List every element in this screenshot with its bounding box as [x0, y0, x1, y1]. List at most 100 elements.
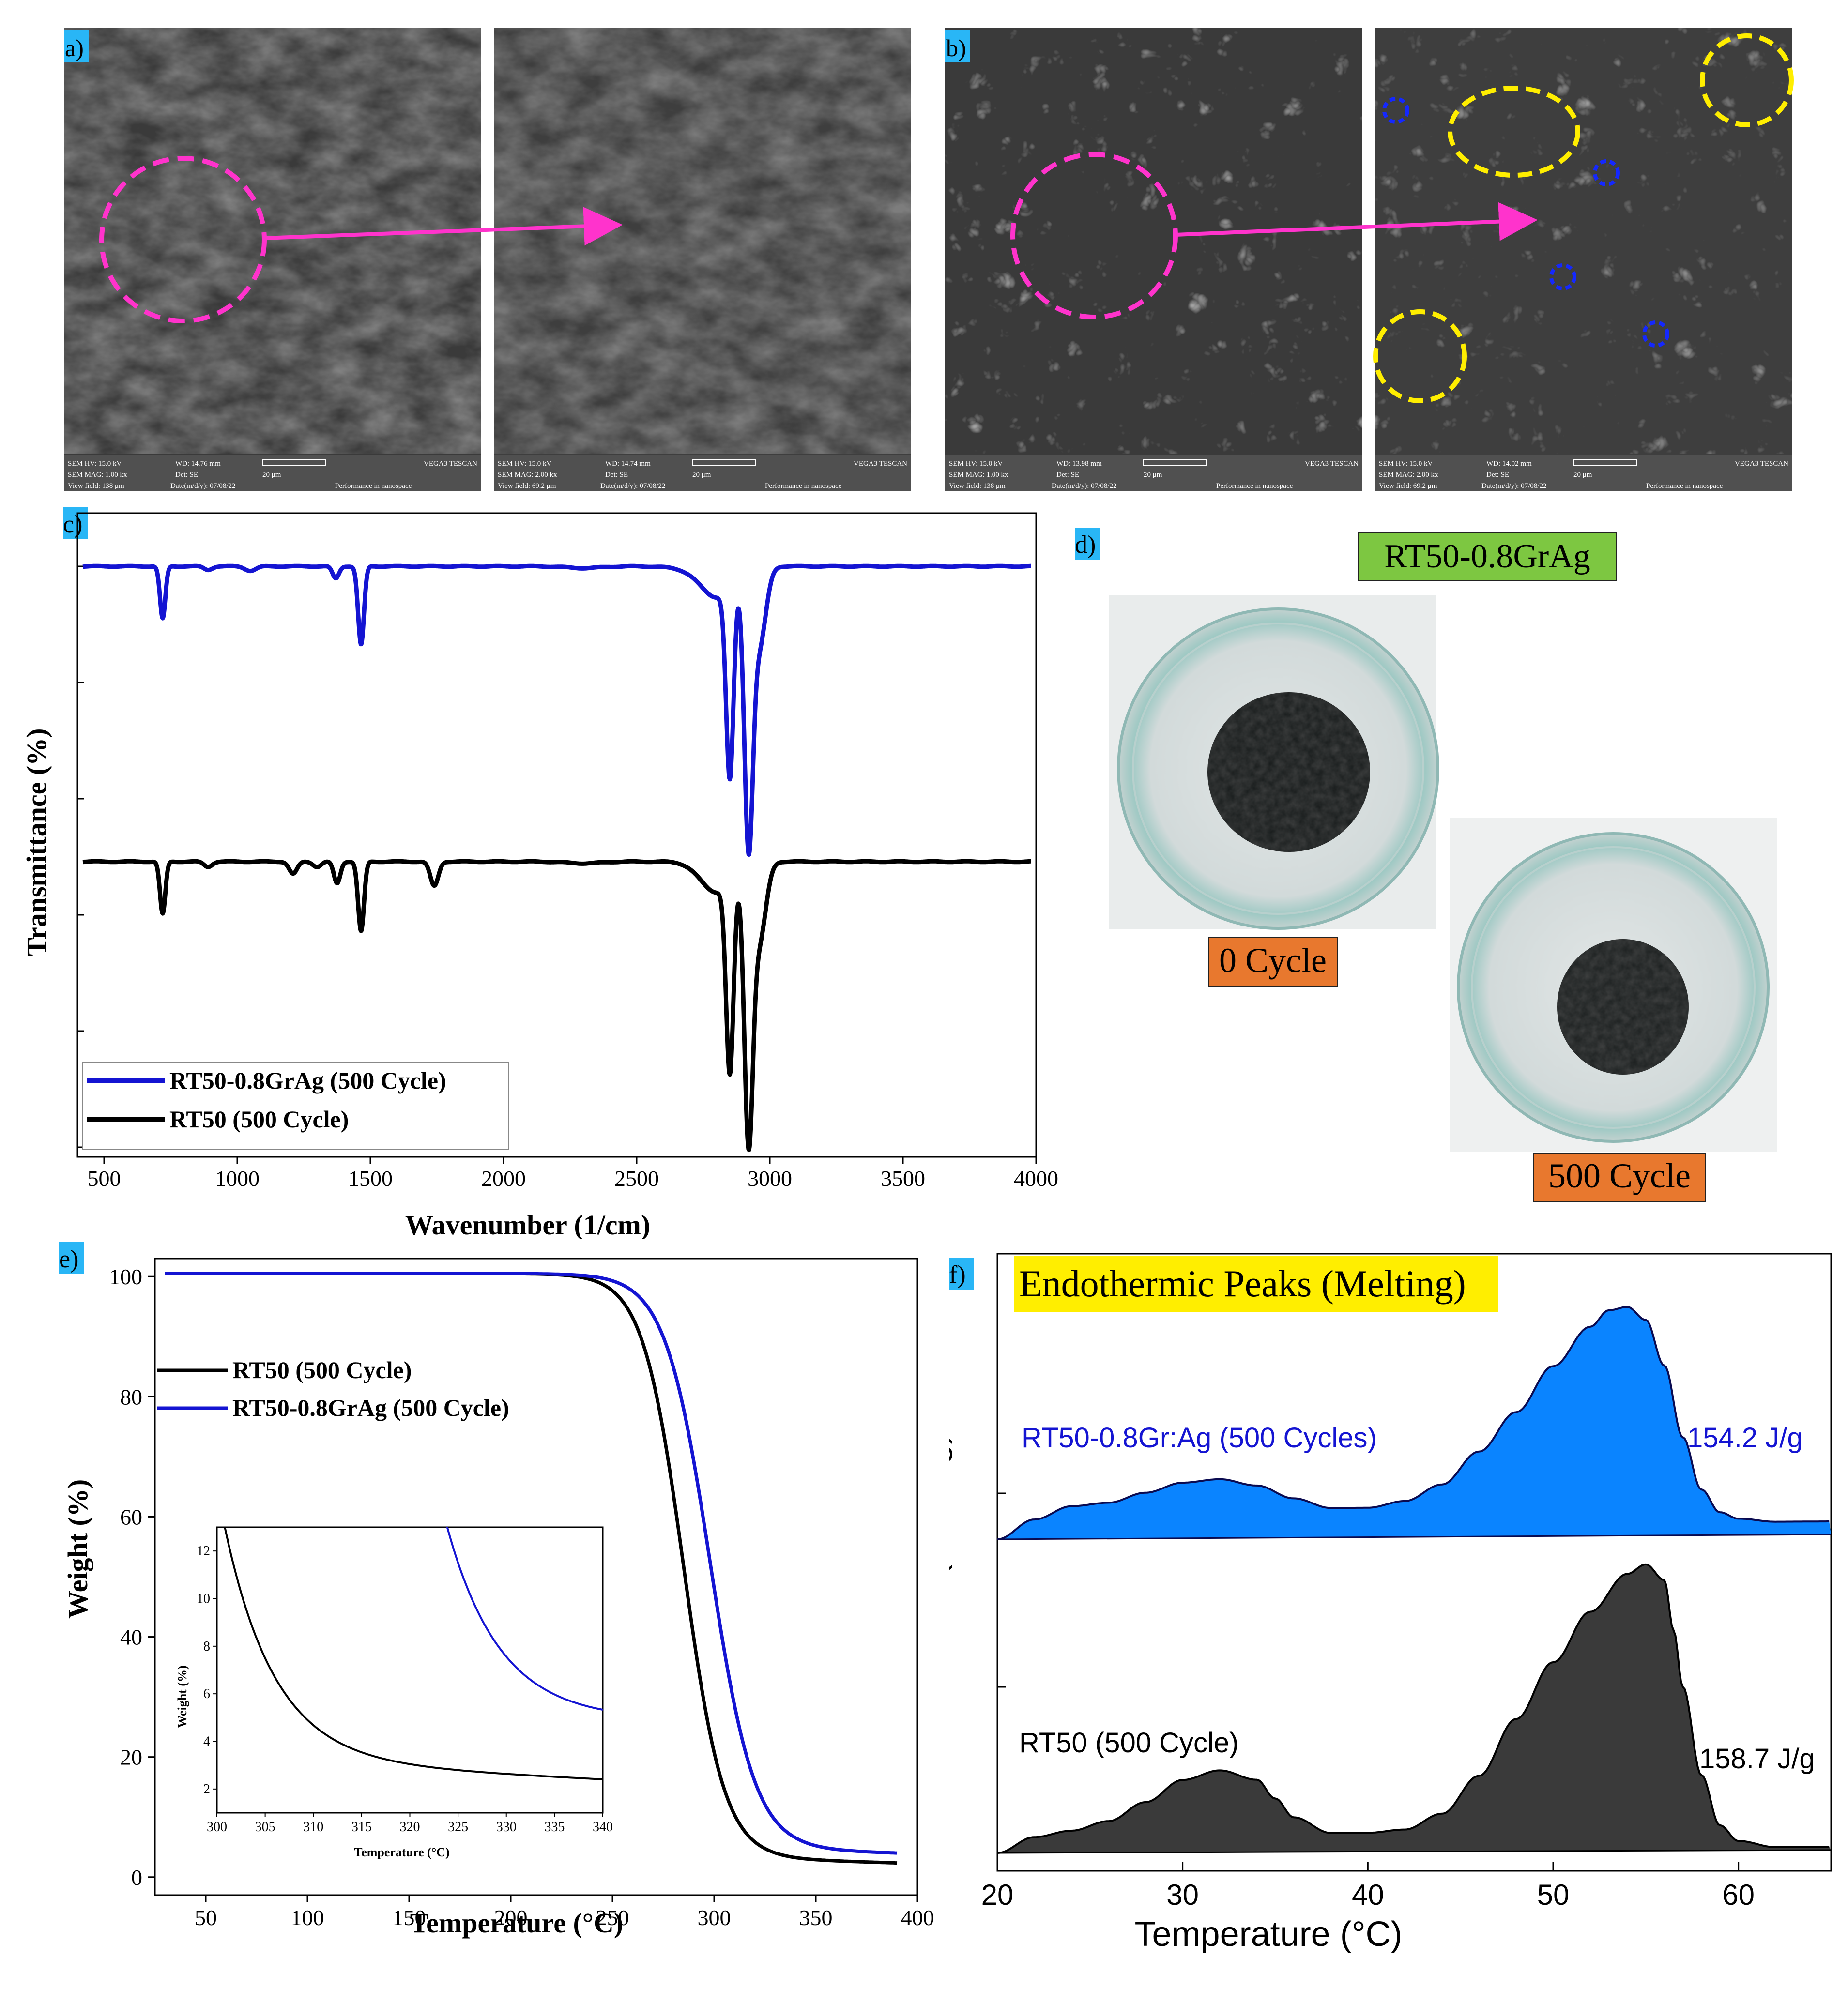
- sem-brand: VEGA3 TESCAN: [854, 460, 907, 468]
- tga-inset-ytick-label: 2: [203, 1782, 210, 1797]
- sem-motto: Performance in nanospace: [765, 482, 842, 490]
- sem-scale-bar: [262, 459, 326, 466]
- sem-det: Det: SE: [605, 471, 628, 479]
- sem-info-bar: [494, 455, 911, 491]
- sem-wd: WD: 14.76 mm: [175, 460, 221, 468]
- tga-inset-series-line: [224, 1527, 603, 1780]
- ftir-xtick-label: 1500: [348, 1166, 393, 1191]
- tga-inset-xtick-label: 310: [303, 1820, 323, 1835]
- panel-label-b: b): [946, 34, 966, 61]
- dsc-enthalpy-label: 154.2 J/g: [1687, 1422, 1803, 1454]
- dsc-series-label: RT50-0.8Gr:Ag (500 Cycles): [1022, 1422, 1377, 1454]
- ftir-xtick-label: 3000: [748, 1166, 792, 1191]
- sem-motto: Performance in nanospace: [335, 482, 412, 490]
- ftir-xtick-label: 4000: [1014, 1166, 1058, 1191]
- sem-det: Det: SE: [175, 471, 198, 479]
- sem-view: View field: 69.2 μm: [498, 482, 556, 490]
- cycle0-tag: [1208, 937, 1338, 987]
- tga-xtick-label: 250: [596, 1905, 629, 1930]
- tga-xtick-label: 300: [698, 1905, 731, 1930]
- sem-image-b-high-mag: [1373, 28, 1794, 491]
- tga-xtick-label: 350: [799, 1905, 833, 1930]
- dsc-xtick-label: 20: [981, 1879, 1014, 1911]
- tga-inset-xtick-label: 330: [496, 1820, 517, 1835]
- tga-inset-xtick-label: 340: [593, 1820, 613, 1835]
- ftir-series-line: [81, 859, 1033, 1153]
- sem-hv: SEM HV: 15.0 kV: [949, 460, 1003, 468]
- ftir-legend-label: RT50 (500 Cycle): [169, 1106, 349, 1133]
- tga-legend-label: RT50 (500 Cycle): [232, 1356, 412, 1383]
- tga-inset-ytick-label: 4: [203, 1734, 210, 1749]
- sem-date: Date(m/d/y): 07/08/22: [600, 482, 666, 490]
- tga-inset-xtick-label: 305: [255, 1820, 275, 1835]
- tga-legend-label: RT50-0.8GrAg (500 Cycle): [232, 1394, 509, 1421]
- cycle500-label: 500 Cycle: [1548, 1156, 1691, 1195]
- dsc-annotation-title: Endothermic Peaks (Melting): [1019, 1262, 1466, 1305]
- dsc-ylabel: Heat Flow (mW/mg): [949, 1433, 953, 1743]
- tga-inset-xlabel: Temperature (°C): [354, 1845, 449, 1859]
- photo-500-cycle: [1450, 818, 1777, 1152]
- ftir-series-line: [81, 563, 1033, 857]
- sem-brand: VEGA3 TESCAN: [1735, 460, 1788, 468]
- ftir-xtick-label: 1000: [215, 1166, 260, 1191]
- sem-scale: 20 μm: [262, 471, 281, 479]
- tga-ytick-label: 20: [120, 1745, 142, 1770]
- tga-inset-ytick-label: 8: [203, 1639, 210, 1654]
- sem-scale-bar: [1573, 459, 1637, 466]
- sem-mag: SEM MAG: 1.00 kx: [949, 471, 1008, 479]
- dsc-area: [997, 1564, 1831, 1853]
- sem-mag: SEM MAG: 2.00 kx: [498, 471, 557, 479]
- tga-inset-ylabel: Weight (%): [175, 1665, 189, 1728]
- sem-motto: Performance in nanospace: [1646, 482, 1723, 490]
- tga-xtick-label: 200: [494, 1905, 528, 1930]
- sem-view: View field: 69.2 μm: [1379, 482, 1437, 490]
- ftir-legend-label: RT50-0.8GrAg (500 Cycle): [169, 1067, 446, 1094]
- cycle0-label: 0 Cycle: [1219, 941, 1327, 980]
- sem-scale: 20 μm: [1573, 471, 1592, 479]
- panel-label-e: e): [59, 1245, 78, 1273]
- tga-inset-ytick-label: 10: [197, 1592, 210, 1607]
- tga-ytick-label: 100: [109, 1264, 142, 1289]
- sem-mag: SEM MAG: 2.00 kx: [1379, 471, 1438, 479]
- ftir-xtick-label: 2500: [614, 1166, 659, 1191]
- dsc-xtick-label: 30: [1166, 1879, 1199, 1911]
- dsc-xtick-label: 40: [1352, 1879, 1384, 1911]
- ftir-xtick-label: 2000: [481, 1166, 526, 1191]
- sem-wd: WD: 13.98 mm: [1056, 460, 1102, 468]
- dsc-frame: [996, 1253, 1832, 1872]
- sem-hv: SEM HV: 15.0 kV: [498, 460, 552, 468]
- tga-inset-xtick-label: 320: [400, 1820, 420, 1835]
- tga-ytick-label: 80: [120, 1384, 142, 1409]
- dsc-baseline: [997, 1849, 1832, 1854]
- sem-scale: 20 μm: [692, 471, 711, 479]
- tga-xtick-label: 100: [291, 1905, 324, 1930]
- sem-info-bar: [945, 455, 1362, 491]
- sem-date: Date(m/d/y): 07/08/22: [1481, 482, 1547, 490]
- dsc-xtick-label: 50: [1537, 1879, 1570, 1911]
- tga-inset-ytick-label: 6: [203, 1686, 210, 1701]
- sem-view: View field: 138 μm: [68, 482, 124, 490]
- photo-panel: d) RT50-0.8GrAg 0 Cycle 500 Cycle: [1075, 528, 1777, 1202]
- sem-scale-bar: [1143, 459, 1207, 466]
- sem-det: Det: SE: [1056, 471, 1079, 479]
- tga-series-line: [165, 1272, 898, 1855]
- sem-image-a-low-mag: [64, 28, 481, 491]
- sem-motto: Performance in nanospace: [1216, 482, 1293, 490]
- ftir-chart: c) 500 1000 1500 2000 2500 3000 3500 4000 RT50-0…: [21, 507, 1058, 1239]
- tga-frame: [154, 1258, 918, 1896]
- sem-image-a-high-mag: [494, 28, 911, 491]
- zoom-arrow-a: [264, 207, 623, 246]
- panel-label-a: a): [65, 34, 84, 61]
- tga-chart: e) 50 100 150 200 250 300 350 400 0 20 40 60 80 100 RT…: [59, 1242, 934, 1939]
- dsc-baseline: [997, 1534, 1832, 1540]
- cycle500-tag: [1533, 1153, 1706, 1202]
- tga-inset-xtick-label: 325: [448, 1820, 468, 1835]
- sem-brand: VEGA3 TESCAN: [1305, 460, 1359, 468]
- tga-ytick-label: 40: [120, 1625, 142, 1650]
- panel-label-c: c): [63, 511, 82, 538]
- tga-inset-ytick-label: 12: [197, 1544, 210, 1559]
- sem-wd: WD: 14.02 mm: [1486, 460, 1532, 468]
- dsc-curve: [997, 1563, 1830, 1854]
- tga-inset-xtick-label: 315: [351, 1820, 372, 1835]
- panel-label-f: f): [949, 1261, 966, 1289]
